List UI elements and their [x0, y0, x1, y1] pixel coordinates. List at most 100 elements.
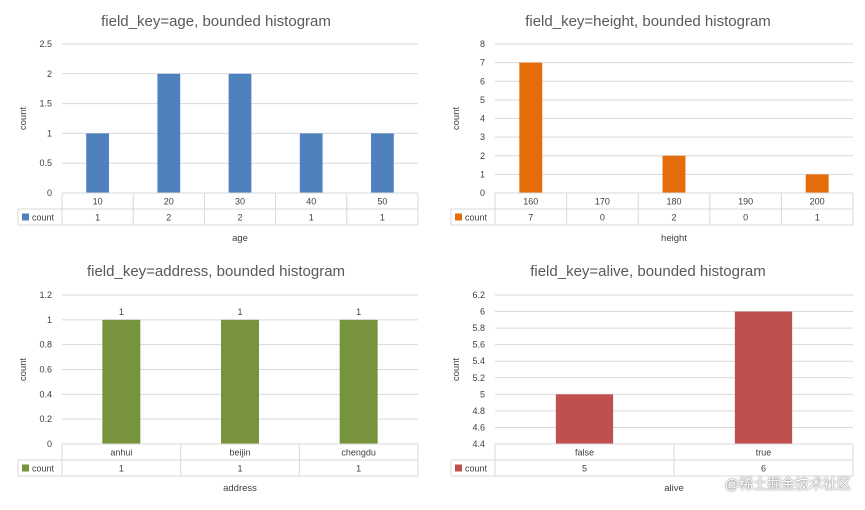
- x-tick-label: 160: [523, 197, 538, 207]
- x-tick-label: 20: [164, 197, 174, 207]
- table-value: 1: [309, 213, 314, 223]
- x-axis-title: address: [223, 483, 257, 494]
- y-axis-title: count: [18, 107, 29, 131]
- table-value: 2: [166, 213, 171, 223]
- x-axis-title: alive: [664, 483, 684, 494]
- y-tick-label: 2: [480, 151, 485, 161]
- y-tick-label: 6.2: [472, 290, 485, 300]
- bar: [805, 174, 829, 193]
- y-tick-label: 0.5: [39, 158, 52, 168]
- legend-label: count: [32, 464, 55, 474]
- legend-swatch: [22, 464, 29, 472]
- legend-label: count: [465, 213, 488, 223]
- table-value: 1: [380, 213, 385, 223]
- y-tick-label: 6: [480, 307, 485, 317]
- y-tick-label: 1.2: [39, 290, 52, 300]
- legend-label: count: [465, 464, 488, 474]
- x-tick-label: beijin: [229, 448, 250, 458]
- chart-3: field_key=address, bounded histogram 0 0.2…: [17, 263, 419, 494]
- x-tick-label: 50: [377, 197, 387, 207]
- x-tick-label: true: [756, 448, 772, 458]
- x-tick-label: 40: [306, 197, 316, 207]
- chart-title: field_key=address, bounded histogram: [87, 263, 345, 280]
- y-tick-label: 5.8: [472, 323, 485, 333]
- x-tick-label: false: [575, 448, 594, 458]
- bar: [555, 394, 614, 444]
- table-value: 1: [95, 213, 100, 223]
- bar: [339, 319, 378, 444]
- y-tick-label: 1: [47, 315, 52, 325]
- bar: [228, 73, 252, 193]
- bar: [102, 319, 141, 444]
- legend-swatch: [22, 213, 29, 221]
- bar: [734, 311, 793, 444]
- legend-label: count: [32, 213, 55, 223]
- y-tick-label: 1.5: [39, 99, 52, 109]
- watermark: @稀土掘金技术社区: [724, 476, 851, 492]
- data-label: 1: [356, 307, 361, 317]
- table-value: 7: [528, 213, 533, 223]
- x-axis-title: age: [232, 233, 248, 244]
- bar: [662, 155, 686, 193]
- bar: [221, 319, 259, 444]
- x-tick-label: 190: [738, 197, 753, 207]
- x-tick-label: 200: [810, 197, 825, 207]
- x-tick-label: 30: [235, 197, 245, 207]
- y-tick-label: 0: [47, 188, 52, 198]
- table-value: 5: [582, 464, 587, 474]
- y-tick-label: 4.4: [472, 439, 485, 449]
- y-tick-label: 4.6: [472, 422, 485, 432]
- y-tick-label: 1: [47, 128, 52, 138]
- data-label: 1: [237, 307, 242, 317]
- y-tick-label: 4.8: [472, 406, 485, 416]
- x-tick-label: chengdu: [341, 448, 376, 458]
- table-value: 6: [761, 464, 766, 474]
- table-value: 1: [237, 464, 242, 474]
- table-value: 2: [671, 213, 676, 223]
- chart-title: field_key=age, bounded histogram: [101, 13, 331, 30]
- x-tick-label: anhui: [110, 448, 132, 458]
- data-label: 1: [119, 307, 124, 317]
- y-tick-label: 1: [480, 169, 485, 179]
- y-tick-label: 2.5: [39, 39, 52, 49]
- chart-1: field_key=age, bounded histogram 0 0.5 1 1.5…: [17, 13, 419, 244]
- table-value: 0: [743, 213, 748, 223]
- y-tick-label: 5.4: [472, 356, 485, 366]
- legend-swatch: [455, 464, 462, 472]
- chart-title: field_key=height, bounded histogram: [525, 13, 771, 30]
- chart-2: field_key=height, bounded histogram 0 1 2 3 4…: [450, 13, 854, 244]
- table-value: 0: [600, 213, 605, 223]
- y-tick-label: 8: [480, 39, 485, 49]
- y-tick-label: 0.4: [39, 389, 52, 399]
- y-tick-label: 0.6: [39, 365, 52, 375]
- y-tick-label: 2: [47, 69, 52, 79]
- y-tick-label: 5.6: [472, 340, 485, 350]
- y-tick-label: 6: [480, 76, 485, 86]
- table-value: 1: [119, 464, 124, 474]
- x-tick-label: 10: [93, 197, 103, 207]
- legend-swatch: [455, 213, 462, 221]
- y-tick-label: 3: [480, 132, 485, 142]
- table-value: 1: [815, 213, 820, 223]
- y-tick-label: 5.2: [472, 373, 485, 383]
- y-tick-label: 5: [480, 389, 485, 399]
- y-tick-label: 5: [480, 95, 485, 105]
- y-axis-title: count: [451, 107, 462, 131]
- y-tick-label: 7: [480, 58, 485, 68]
- y-tick-label: 0.2: [39, 414, 52, 424]
- y-tick-label: 4: [480, 114, 485, 124]
- bar: [371, 133, 394, 193]
- y-axis-title: count: [18, 358, 29, 382]
- bar: [157, 73, 181, 193]
- bar: [86, 133, 109, 193]
- table-value: 2: [237, 213, 242, 223]
- chart-title: field_key=alive, bounded histogram: [530, 263, 766, 280]
- y-axis-title: count: [451, 358, 462, 382]
- bar: [299, 133, 323, 193]
- table-value: 1: [356, 464, 361, 474]
- y-tick-label: 0: [47, 439, 52, 449]
- x-tick-label: 170: [595, 197, 610, 207]
- bar: [519, 62, 543, 193]
- y-tick-label: 0.8: [39, 340, 52, 350]
